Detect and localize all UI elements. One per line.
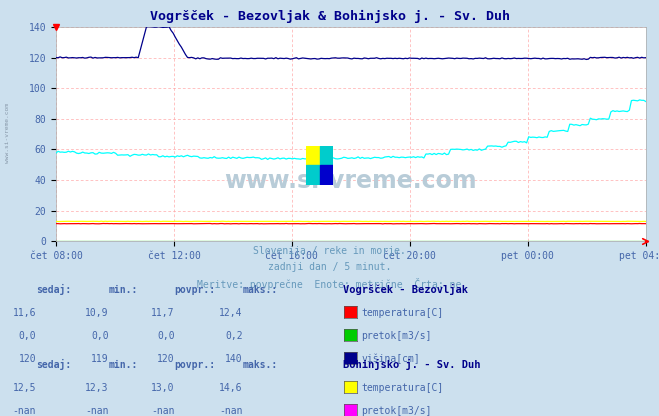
Text: 0,0: 0,0 — [18, 331, 36, 341]
Text: 12,4: 12,4 — [219, 308, 243, 318]
Text: 0,2: 0,2 — [225, 331, 243, 341]
Text: 11,7: 11,7 — [151, 308, 175, 318]
Text: povpr.:: povpr.: — [175, 285, 215, 295]
Text: maks.:: maks.: — [243, 360, 277, 370]
Text: 11,6: 11,6 — [13, 308, 36, 318]
Text: 140: 140 — [225, 354, 243, 364]
Bar — [306, 146, 320, 165]
Text: www.si-vreme.com: www.si-vreme.com — [5, 103, 11, 163]
Text: 13,0: 13,0 — [151, 383, 175, 393]
Text: 12,5: 12,5 — [13, 383, 36, 393]
Text: -nan: -nan — [151, 406, 175, 416]
Text: pretok[m3/s]: pretok[m3/s] — [361, 331, 432, 341]
Text: temperatura[C]: temperatura[C] — [361, 308, 444, 318]
Text: -nan: -nan — [13, 406, 36, 416]
Text: min.:: min.: — [109, 285, 138, 295]
Text: sedaj:: sedaj: — [36, 284, 71, 295]
Text: 120: 120 — [18, 354, 36, 364]
Text: -nan: -nan — [219, 406, 243, 416]
Text: Meritve: povprečne  Enote: metrične  Črta: ne: Meritve: povprečne Enote: metrične Črta:… — [197, 278, 462, 290]
Bar — [306, 165, 320, 185]
Text: Slovenija / reke in morje.: Slovenija / reke in morje. — [253, 246, 406, 256]
Text: 14,6: 14,6 — [219, 383, 243, 393]
Text: pretok[m3/s]: pretok[m3/s] — [361, 406, 432, 416]
Text: 0,0: 0,0 — [91, 331, 109, 341]
Text: temperatura[C]: temperatura[C] — [361, 383, 444, 393]
Text: 0,0: 0,0 — [157, 331, 175, 341]
Text: sedaj:: sedaj: — [36, 359, 71, 370]
Text: Bohinjsko j. - Sv. Duh: Bohinjsko j. - Sv. Duh — [343, 359, 480, 370]
Bar — [320, 146, 333, 165]
Text: Vogršček - Bezovljak & Bohinjsko j. - Sv. Duh: Vogršček - Bezovljak & Bohinjsko j. - Sv… — [150, 10, 509, 23]
Bar — [320, 165, 333, 185]
Text: višina[cm]: višina[cm] — [361, 354, 420, 364]
Text: www.si-vreme.com: www.si-vreme.com — [225, 169, 477, 193]
Text: Vogršček - Bezovljak: Vogršček - Bezovljak — [343, 284, 468, 295]
Text: -nan: -nan — [85, 406, 109, 416]
Text: maks.:: maks.: — [243, 285, 277, 295]
Text: 12,3: 12,3 — [85, 383, 109, 393]
Text: povpr.:: povpr.: — [175, 360, 215, 370]
Text: 119: 119 — [91, 354, 109, 364]
Text: 10,9: 10,9 — [85, 308, 109, 318]
Text: min.:: min.: — [109, 360, 138, 370]
Text: 120: 120 — [157, 354, 175, 364]
Text: zadnji dan / 5 minut.: zadnji dan / 5 minut. — [268, 262, 391, 272]
